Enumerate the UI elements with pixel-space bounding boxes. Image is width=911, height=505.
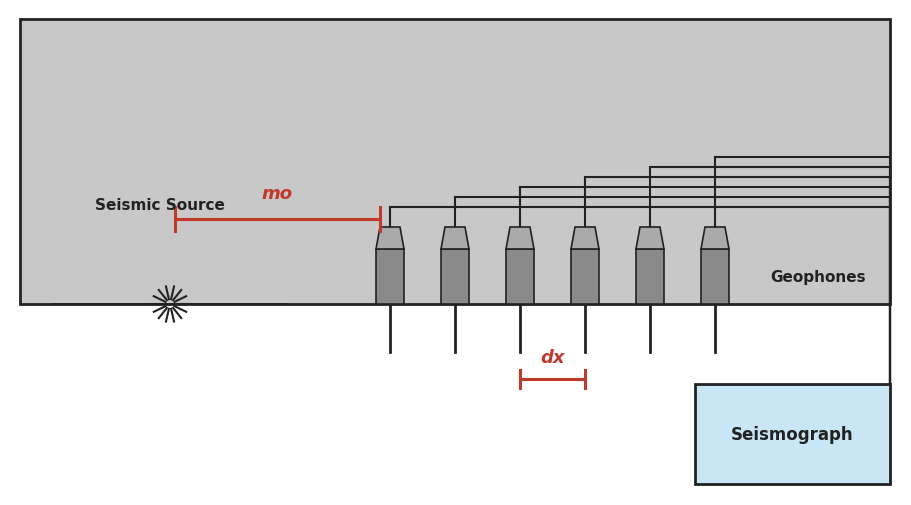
Bar xyxy=(441,249,469,305)
Polygon shape xyxy=(441,228,469,249)
Bar xyxy=(701,249,729,305)
Text: Seismograph: Seismograph xyxy=(732,425,854,443)
Text: Geophones: Geophones xyxy=(770,270,865,284)
Bar xyxy=(571,249,599,305)
Bar xyxy=(506,249,534,305)
Polygon shape xyxy=(571,228,599,249)
Polygon shape xyxy=(376,228,404,249)
Text: Seismic Source: Seismic Source xyxy=(95,197,225,213)
Bar xyxy=(20,20,890,305)
Bar xyxy=(376,249,404,305)
Text: mo: mo xyxy=(262,185,293,203)
Polygon shape xyxy=(506,228,534,249)
Polygon shape xyxy=(701,228,729,249)
Bar xyxy=(636,249,664,305)
Text: dx: dx xyxy=(540,348,565,366)
Bar xyxy=(695,384,890,484)
Polygon shape xyxy=(636,228,664,249)
